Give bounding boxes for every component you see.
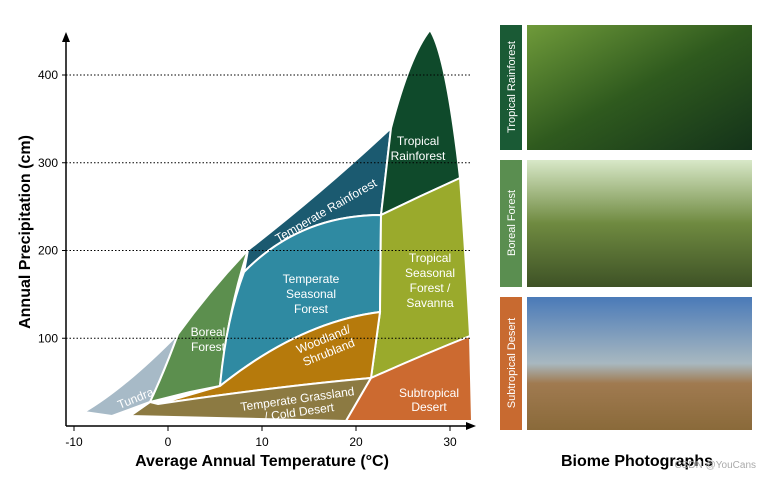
region-label-line: Subtropical <box>399 386 459 400</box>
region-label: Boreal Forest <box>191 325 226 354</box>
x-axis-label: Average Annual Temperature (°C) <box>135 453 389 470</box>
photo <box>527 25 752 150</box>
region-label-line: Desert <box>411 400 447 414</box>
photo <box>527 297 752 430</box>
photo-bar <box>500 25 522 150</box>
x-tick-label: -10 <box>65 435 83 449</box>
photo-label: Boreal Forest <box>506 190 518 256</box>
y-axis-arrow <box>62 32 70 42</box>
desert-region <box>344 334 474 422</box>
region-label: Tropical Rainforest <box>391 134 446 163</box>
region-label-line: Boreal <box>191 325 226 339</box>
region-label-line: Forest <box>294 302 329 316</box>
photo-label: Subtropical Desert <box>506 318 518 409</box>
watermark: CSDN @YouCans <box>675 460 756 471</box>
x-axis-arrow <box>466 422 476 430</box>
region-label-line: Tropical <box>409 251 451 265</box>
region-label-line: Rainforest <box>391 149 446 163</box>
region-label-line: Seasonal <box>405 266 455 280</box>
photo-bar <box>500 160 522 287</box>
x-tick-label: 20 <box>349 435 363 449</box>
region-label: Temperate Seasonal Forest <box>283 272 340 316</box>
y-axis-label: Annual Precipitation (cm) <box>17 135 34 329</box>
region-label: Tropical Seasonal Forest / Savanna <box>405 251 455 310</box>
region-label-line: Forest / <box>410 281 451 295</box>
region-label: Subtropical Desert <box>399 386 459 414</box>
region-label-line: Tropical <box>397 134 439 148</box>
region-label-line: Savanna <box>406 296 454 310</box>
x-tick-label: 10 <box>255 435 269 449</box>
photo-bar <box>500 297 522 430</box>
y-tick-label: 100 <box>38 331 58 345</box>
photo-label: Tropical Rainforest <box>506 41 518 133</box>
photos-title: Biome Photographs <box>561 453 713 470</box>
y-tick-label: 400 <box>38 68 58 82</box>
photo <box>527 160 752 287</box>
y-tick-label: 300 <box>38 156 58 170</box>
y-tick-label: 200 <box>38 244 58 258</box>
region-label-line: Forest <box>191 340 226 354</box>
regions <box>81 28 474 423</box>
x-tick-label: 30 <box>443 435 457 449</box>
x-tick-label: 0 <box>165 435 172 449</box>
region-label-line: Temperate <box>283 272 340 286</box>
region-label-line: Seasonal <box>286 287 336 301</box>
